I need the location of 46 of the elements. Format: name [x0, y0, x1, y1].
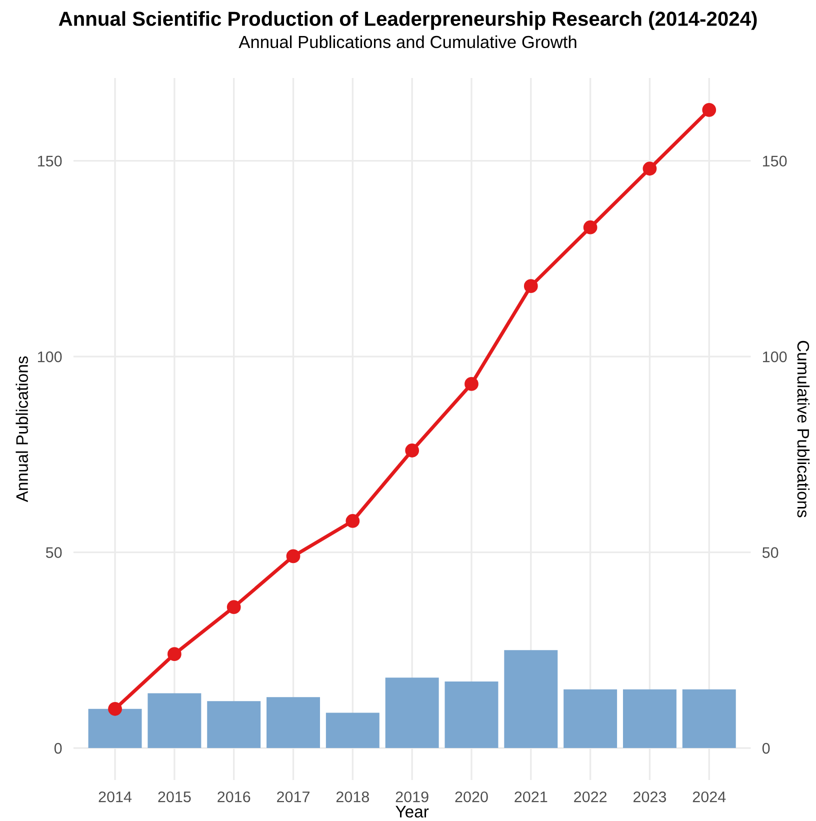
x-tick-label: 2021: [514, 791, 548, 802]
point: [702, 102, 716, 117]
bar: [682, 689, 736, 748]
y-tick-label: 0: [54, 742, 62, 754]
bar: [444, 681, 498, 748]
x-tick-label: 2016: [218, 791, 250, 802]
bar: [88, 708, 142, 748]
y2-axis-title: Cumulative Publications: [797, 340, 810, 518]
bar: [564, 689, 618, 748]
y-tick-label: 100: [38, 351, 62, 362]
bar: [385, 678, 439, 748]
x-tick-label: 2015: [158, 791, 191, 802]
point: [226, 600, 241, 614]
x-tick-label: 2024: [692, 791, 726, 802]
bar: [266, 697, 320, 748]
point: [405, 444, 420, 458]
y-axis-title: Annual Publications: [16, 356, 28, 502]
point: [524, 279, 538, 294]
x-tick-label: 2020: [455, 791, 488, 802]
y2-tick-label: 150: [762, 156, 787, 166]
point: [286, 549, 300, 564]
x-tick-label: 2019: [396, 791, 428, 802]
x-tick-label: 2014: [98, 791, 132, 802]
bar: [207, 701, 261, 748]
point: [346, 514, 360, 528]
y2-tick-label: 100: [762, 351, 787, 362]
x-tick-label: 2017: [277, 791, 310, 802]
point: [167, 647, 182, 662]
bar: [148, 693, 202, 748]
chart-subtitle: Annual Publications and Cumulative Growth: [238, 35, 576, 48]
bar: [504, 650, 558, 748]
x-tick-label: 2022: [574, 791, 607, 802]
point: [464, 377, 478, 391]
y-tick-label: 150: [38, 156, 62, 166]
bar: [326, 712, 380, 748]
y-tick-label: 50: [46, 547, 62, 558]
chart-title: Annual Scientific Production of Leaderpreneurship Research (2014-2024): [58, 11, 757, 30]
x-tick-label: 2018: [336, 791, 369, 802]
y2-tick-label: 50: [762, 547, 778, 558]
x-axis-title: Year: [396, 806, 429, 818]
point: [642, 162, 657, 176]
x-tick-label: 2023: [634, 791, 666, 802]
y2-tick-label: 0: [762, 742, 770, 754]
bar: [622, 689, 676, 748]
point: [108, 702, 122, 716]
point: [583, 220, 598, 234]
